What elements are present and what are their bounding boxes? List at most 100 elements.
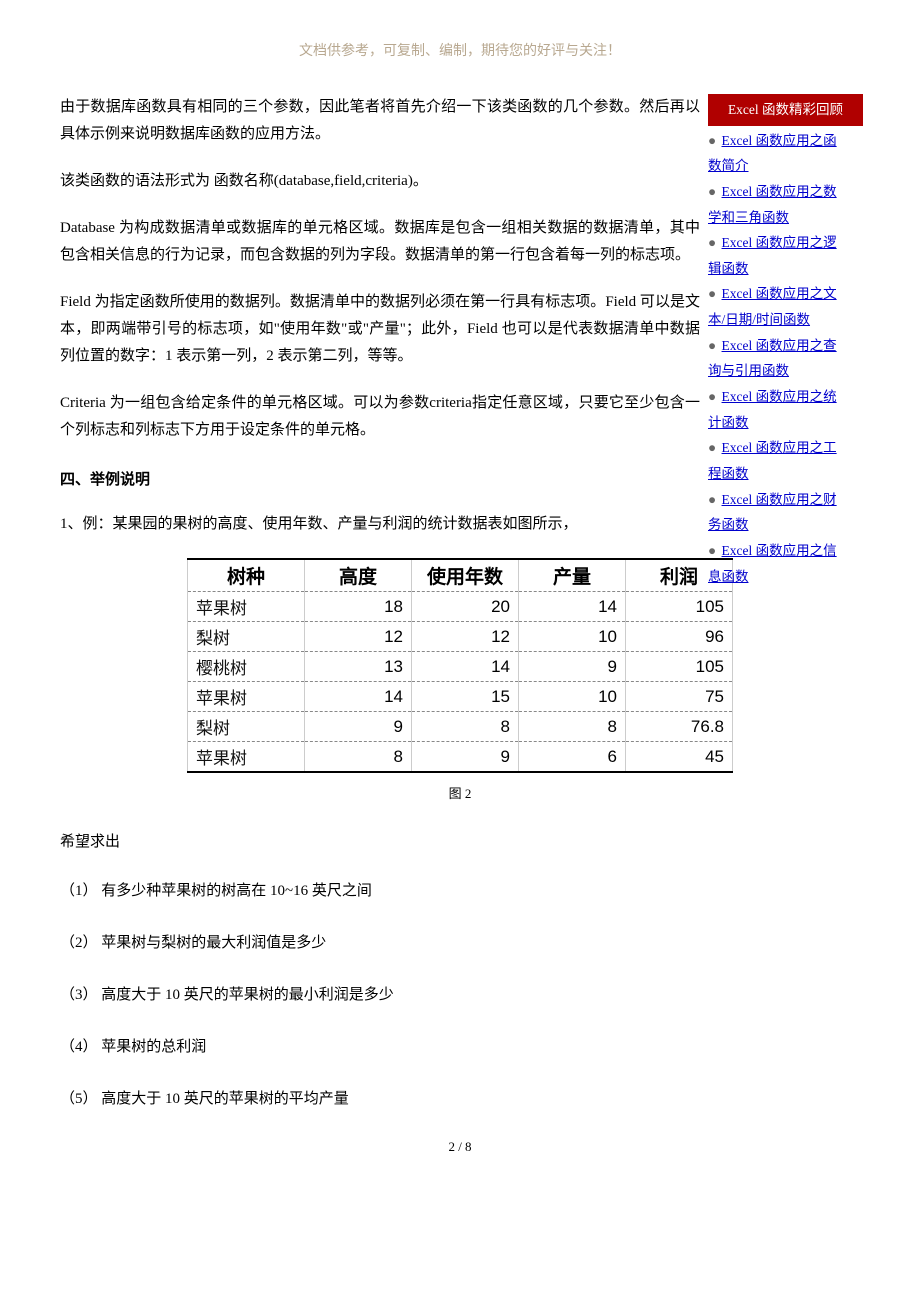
- table-row: 梨树 12 12 10 96: [188, 622, 733, 652]
- bullet-icon: ●: [708, 492, 716, 507]
- col-height: 高度: [305, 559, 412, 592]
- sidebar-link-4[interactable]: Excel 函数应用之文: [722, 286, 837, 301]
- cell: 105: [626, 652, 733, 682]
- sidebar-item-3: ● Excel 函数应用之逻 辑函数: [708, 230, 863, 281]
- table-row: 梨树 9 8 8 76.8: [188, 712, 733, 742]
- bullet-icon: ●: [708, 389, 716, 404]
- sidebar-link-7[interactable]: Excel 函数应用之工: [722, 440, 837, 455]
- paragraph-field: Field 为指定函数所使用的数据列。数据清单中的数据列必须在第一行具有标志项。…: [60, 289, 700, 370]
- table-header-row: 树种 高度 使用年数 产量 利润: [188, 559, 733, 592]
- cell: 14: [519, 592, 626, 622]
- sidebar-title: Excel 函数精彩回顾: [708, 94, 863, 126]
- cell: 6: [519, 742, 626, 773]
- question-5: （5） 高度大于 10 英尺的苹果树的平均产量: [60, 1087, 860, 1111]
- question-1: （1） 有多少种苹果树的树高在 10~16 英尺之间: [60, 879, 860, 903]
- bullet-icon: ●: [708, 184, 716, 199]
- cell: 9: [412, 742, 519, 773]
- sidebar-item-7: ● Excel 函数应用之工 程函数: [708, 435, 863, 486]
- bullet-icon: ●: [708, 235, 716, 250]
- sidebar-item-5: ● Excel 函数应用之查 询与引用函数: [708, 333, 863, 384]
- cell: 10: [519, 622, 626, 652]
- cell: 苹果树: [188, 592, 305, 622]
- bullet-icon: ●: [708, 543, 716, 558]
- sidebar-item-8: ● Excel 函数应用之财 务函数: [708, 487, 863, 538]
- sidebar-link-2[interactable]: Excel 函数应用之数: [722, 184, 837, 199]
- want-label: 希望求出: [60, 830, 860, 851]
- cell: 苹果树: [188, 682, 305, 712]
- content-wrap: 由于数据库函数具有相同的三个参数，因此笔者将首先介绍一下该类函数的几个参数。然后…: [60, 94, 860, 538]
- sidebar-tail-5[interactable]: 询与引用函数: [708, 363, 789, 378]
- cell: 梨树: [188, 622, 305, 652]
- cell: 20: [412, 592, 519, 622]
- page-number: 2 / 8: [60, 1139, 860, 1155]
- cell: 9: [305, 712, 412, 742]
- cell: 12: [412, 622, 519, 652]
- sidebar-tail-6[interactable]: 计函数: [708, 415, 749, 430]
- data-table-wrap: 树种 高度 使用年数 产量 利润 苹果树 18 20 14 105 梨树 12: [60, 558, 860, 773]
- question-2: （2） 苹果树与梨树的最大利润值是多少: [60, 931, 860, 955]
- table-row: 苹果树 14 15 10 75: [188, 682, 733, 712]
- question-4: （4） 苹果树的总利润: [60, 1035, 860, 1059]
- cell: 8: [412, 712, 519, 742]
- sidebar-item-1: ● Excel 函数应用之函 数简介: [708, 128, 863, 179]
- paragraph-database: Database 为构成数据清单或数据库的单元格区域。数据库是包含一组相关数据的…: [60, 215, 700, 269]
- sidebar-link-9[interactable]: Excel 函数应用之信: [722, 543, 837, 558]
- figure-caption: 图 2: [60, 783, 860, 802]
- header-watermark: 文档供参考，可复制、编制，期待您的好评与关注！: [60, 40, 860, 60]
- sidebar: Excel 函数精彩回顾 ● Excel 函数应用之函 数简介 ● Excel …: [708, 94, 863, 589]
- cell: 45: [626, 742, 733, 773]
- main-column: 由于数据库函数具有相同的三个参数，因此笔者将首先介绍一下该类函数的几个参数。然后…: [60, 94, 700, 538]
- sidebar-item-9: ● Excel 函数应用之信 息函数: [708, 538, 863, 589]
- sidebar-link-6[interactable]: Excel 函数应用之统: [722, 389, 837, 404]
- col-tree: 树种: [188, 559, 305, 592]
- col-yield: 产量: [519, 559, 626, 592]
- cell: 9: [519, 652, 626, 682]
- cell: 12: [305, 622, 412, 652]
- cell: 14: [412, 652, 519, 682]
- paragraph-intro: 由于数据库函数具有相同的三个参数，因此笔者将首先介绍一下该类函数的几个参数。然后…: [60, 94, 700, 148]
- cell: 苹果树: [188, 742, 305, 773]
- paragraph-syntax: 该类函数的语法形式为 函数名称(database,field,criteria)…: [60, 168, 700, 195]
- cell: 10: [519, 682, 626, 712]
- table-row: 苹果树 18 20 14 105: [188, 592, 733, 622]
- sidebar-tail-1[interactable]: 数简介: [708, 158, 749, 173]
- bullet-icon: ●: [708, 286, 716, 301]
- sidebar-link-5[interactable]: Excel 函数应用之查: [722, 338, 837, 353]
- cell: 8: [305, 742, 412, 773]
- cell: 96: [626, 622, 733, 652]
- bullet-icon: ●: [708, 133, 716, 148]
- sidebar-item-2: ● Excel 函数应用之数 学和三角函数: [708, 179, 863, 230]
- sidebar-tail-2[interactable]: 学和三角函数: [708, 210, 789, 225]
- section-heading: 四、举例说明: [60, 468, 700, 489]
- sidebar-tail-8[interactable]: 务函数: [708, 517, 749, 532]
- data-table: 树种 高度 使用年数 产量 利润 苹果树 18 20 14 105 梨树 12: [187, 558, 733, 773]
- table-row: 樱桃树 13 14 9 105: [188, 652, 733, 682]
- cell: 梨树: [188, 712, 305, 742]
- page: 文档供参考，可复制、编制，期待您的好评与关注！ 由于数据库函数具有相同的三个参数…: [0, 0, 920, 1185]
- sidebar-tail-9[interactable]: 息函数: [708, 569, 749, 584]
- cell: 75: [626, 682, 733, 712]
- bullet-icon: ●: [708, 338, 716, 353]
- table-row: 苹果树 8 9 6 45: [188, 742, 733, 773]
- sidebar-item-6: ● Excel 函数应用之统 计函数: [708, 384, 863, 435]
- example-intro: 1、例：某果园的果树的高度、使用年数、产量与利润的统计数据表如图所示，: [60, 511, 700, 538]
- sidebar-link-1[interactable]: Excel 函数应用之函: [722, 133, 837, 148]
- sidebar-tail-4[interactable]: 本/日期/时间函数: [708, 312, 810, 327]
- sidebar-link-8[interactable]: Excel 函数应用之财: [722, 492, 837, 507]
- sidebar-tail-3[interactable]: 辑函数: [708, 261, 749, 276]
- sidebar-link-3[interactable]: Excel 函数应用之逻: [722, 235, 837, 250]
- cell: 15: [412, 682, 519, 712]
- cell: 8: [519, 712, 626, 742]
- paragraph-criteria: Criteria 为一组包含给定条件的单元格区域。可以为参数criteria指定…: [60, 390, 700, 444]
- cell: 18: [305, 592, 412, 622]
- cell: 樱桃树: [188, 652, 305, 682]
- sidebar-item-4: ● Excel 函数应用之文 本/日期/时间函数: [708, 281, 863, 332]
- cell: 76.8: [626, 712, 733, 742]
- cell: 13: [305, 652, 412, 682]
- bullet-icon: ●: [708, 440, 716, 455]
- col-years: 使用年数: [412, 559, 519, 592]
- cell: 14: [305, 682, 412, 712]
- cell: 105: [626, 592, 733, 622]
- sidebar-tail-7[interactable]: 程函数: [708, 466, 749, 481]
- question-3: （3） 高度大于 10 英尺的苹果树的最小利润是多少: [60, 983, 860, 1007]
